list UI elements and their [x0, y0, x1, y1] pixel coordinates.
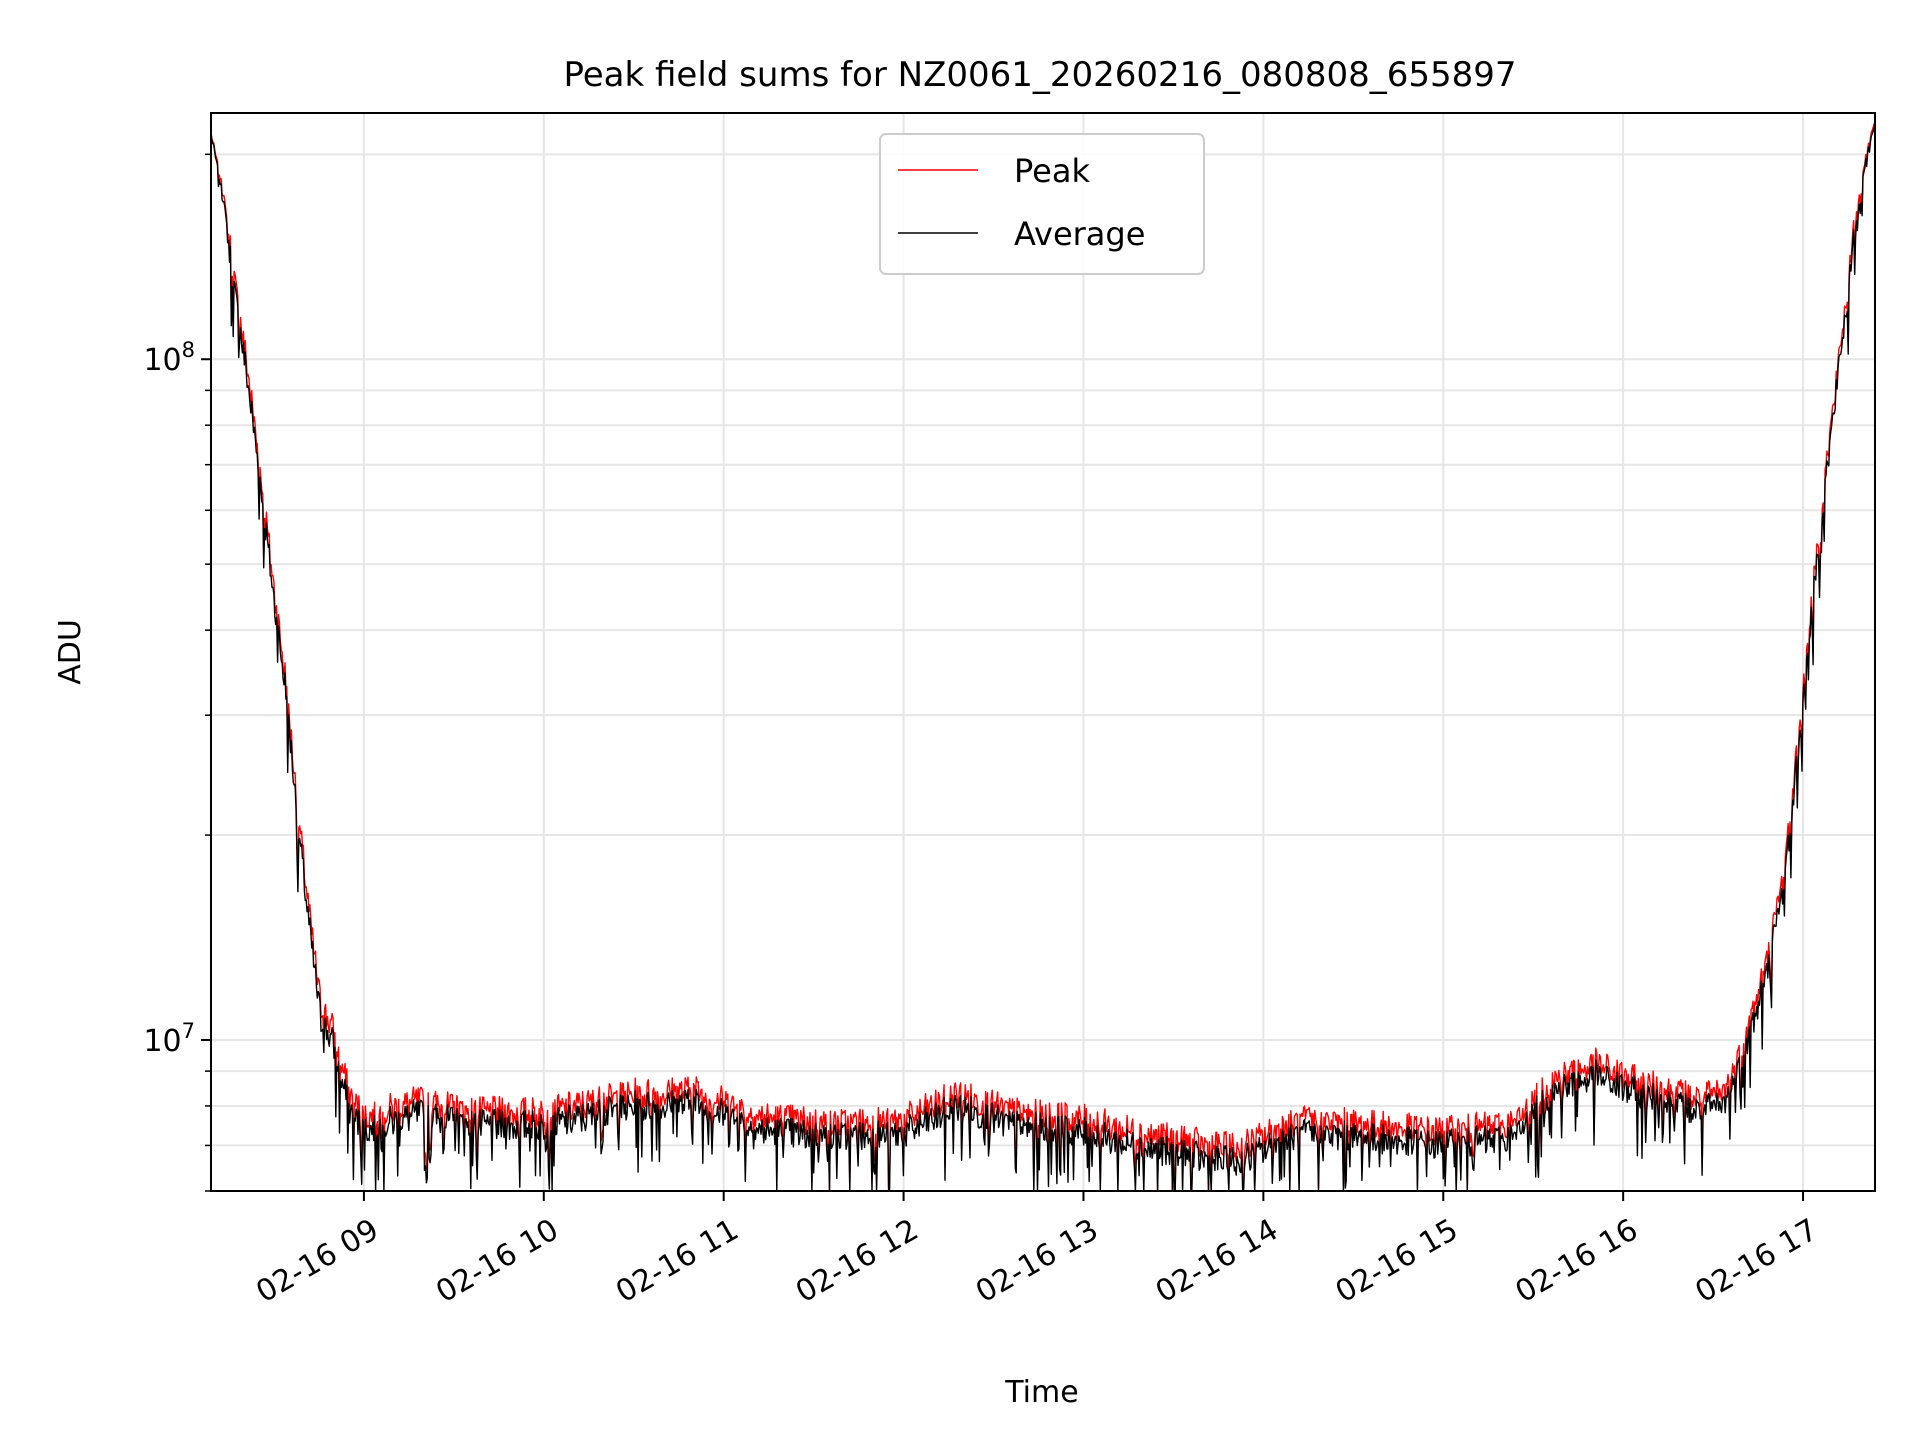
grid-lines	[211, 113, 1875, 1192]
y-tick-label: 108	[143, 338, 195, 378]
x-axis-label: Time	[1004, 1375, 1078, 1410]
plot-frame	[210, 112, 1876, 1192]
series-line-average	[210, 126, 1876, 1192]
y-axis-label: ADU	[53, 619, 88, 685]
series-lines	[210, 122, 1876, 1192]
legend-peak-label: Peak	[1014, 152, 1090, 190]
y-tick-label: 107	[143, 1019, 195, 1059]
legend-average-label: Average	[1014, 215, 1145, 253]
chart-title: Peak field sums for NZ0061_20260216_0808…	[563, 55, 1516, 95]
legend: Peak Average	[879, 133, 1205, 275]
legend-box	[879, 133, 1205, 275]
